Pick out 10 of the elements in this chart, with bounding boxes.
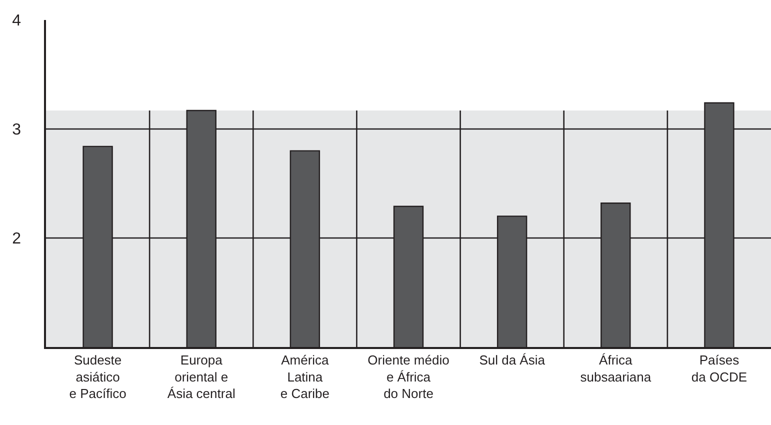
y-tick-label: 4 [12,12,22,30]
y-tick-label: 2 [12,230,22,248]
x-tick-label: América Latina e Caribe [280,352,330,402]
y-tick-label: 3 [12,122,22,139]
x-tick-label: Sudeste asiático e Pacífico [69,352,126,402]
x-tick-label: Europa oriental e Ásia central [167,352,236,402]
x-tick-label: Países da OCDE [691,352,748,384]
x-tick-label: Sul da Ásia [479,352,546,368]
x-tick-label: Oriente médio e África do Norte [368,352,450,402]
x-tick-label: África subsaariana [580,352,652,384]
